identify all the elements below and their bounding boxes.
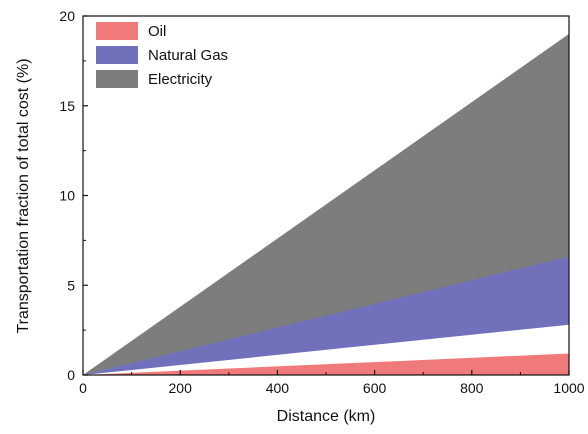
area-natural-gas: [83, 256, 569, 375]
legend-label-natural-gas: Natural Gas: [148, 47, 228, 64]
legend-label-electricity: Electricity: [148, 71, 213, 88]
y-tick-label: 0: [67, 367, 75, 383]
legend-label-oil: Oil: [148, 23, 166, 40]
y-tick-label: 15: [59, 98, 75, 114]
y-axis-title: Transportation fraction of total cost (%…: [15, 58, 32, 333]
area-electricity: [83, 33, 569, 376]
ticks-layer: 0 200 400 600 800 1000 0 5 10 15 20: [59, 8, 584, 396]
x-axis-title: Distance (km): [277, 408, 376, 425]
x-tick-label: 600: [363, 380, 387, 396]
legend-swatch-electricity: [96, 70, 138, 88]
legend: Oil Natural Gas Electricity: [96, 22, 228, 88]
x-tick-label: 200: [169, 380, 193, 396]
x-tick-label: 800: [460, 380, 484, 396]
x-tick-label: 0: [79, 380, 87, 396]
x-tick-label: 1000: [553, 380, 584, 396]
y-tick-label: 5: [67, 277, 75, 293]
legend-swatch-oil: [96, 22, 138, 40]
area-oil: [83, 353, 569, 375]
legend-swatch-natural-gas: [96, 46, 138, 64]
x-tick-label: 400: [266, 380, 290, 396]
y-tick-label: 20: [59, 8, 75, 24]
y-tick-label: 10: [59, 188, 75, 204]
areas-layer: [83, 33, 569, 376]
